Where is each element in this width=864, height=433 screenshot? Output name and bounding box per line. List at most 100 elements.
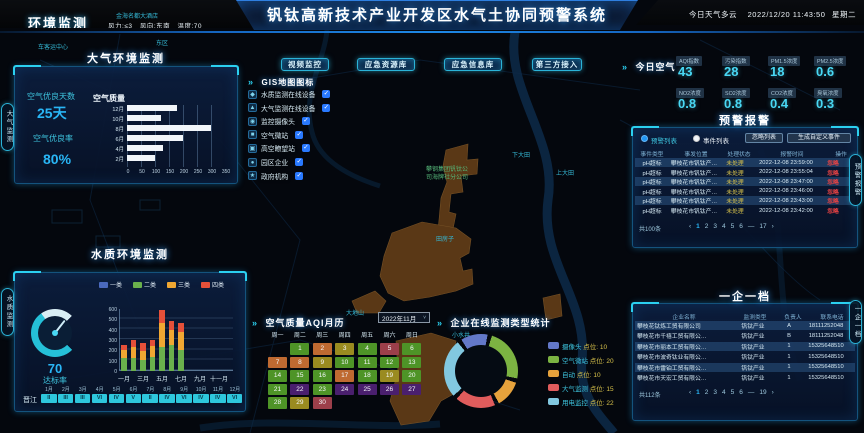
page-number[interactable]: 6 (739, 389, 743, 396)
enterprise-pagination: ‹ 1 2 3 4 5 6 — 19 › (689, 389, 774, 396)
page-number[interactable]: 6 (739, 223, 743, 230)
calendar-day-cell[interactable]: 20 (402, 370, 422, 382)
side-tab-left[interactable]: 水质监测 (1, 288, 14, 336)
calendar-day-cell[interactable]: 22 (290, 383, 310, 396)
calendar-day-cell[interactable]: 27 (402, 383, 422, 396)
calendar-day-cell[interactable]: 28 (268, 397, 287, 409)
air-chart-bar (127, 135, 183, 141)
page-number[interactable]: 17 (759, 223, 767, 230)
donut-legend-label: 自动 点位: 10 (562, 369, 601, 379)
calendar-day-cell[interactable]: 9 (312, 356, 332, 369)
calendar-day-cell[interactable]: 24 (335, 383, 355, 396)
water-legend-swatch (201, 282, 210, 288)
page-number[interactable]: 1 (696, 223, 700, 230)
ignore-action[interactable]: 忽略 (827, 170, 839, 177)
ignore-action[interactable]: 忽略 (827, 180, 839, 187)
page-number[interactable]: 3 (713, 389, 718, 396)
river-grade-cell: V (125, 394, 141, 403)
enterprise-table-row: 攀枝花市波奇钛业有限公… 钒钛产业 1 15325648510 (635, 352, 855, 362)
prev-page[interactable]: ‹ (689, 389, 692, 396)
calendar-day-cell[interactable]: 7 (268, 356, 287, 369)
gis-layer-checkbox[interactable]: ✓ (301, 144, 310, 153)
page-number[interactable]: 5 (730, 389, 735, 396)
gis-layer-checkbox[interactable]: ✓ (301, 117, 310, 126)
gis-layer-checkbox[interactable]: ✓ (295, 158, 304, 166)
calendar-month-select[interactable]: 2022年11月 ˅ (378, 312, 430, 323)
calendar-day-cell[interactable]: 30 (312, 397, 332, 409)
alarm-radio[interactable] (641, 135, 648, 142)
calendar-day-cell[interactable]: 17 (335, 370, 355, 382)
page-number[interactable]: 3 (713, 223, 718, 230)
gis-layer-checkbox[interactable]: ✓ (295, 171, 304, 180)
calendar-day-cell[interactable]: 12 (380, 356, 399, 369)
prev-page[interactable]: ‹ (689, 223, 692, 230)
calendar-day-cell[interactable]: 11 (357, 356, 377, 369)
toolbar-button-4[interactable]: 第三方接入 (532, 58, 582, 71)
side-tab-left[interactable]: 大气监测 (1, 103, 14, 151)
toolbar-button-3[interactable]: 应急信息库 (444, 58, 502, 71)
air-stat-value: 0.8 (678, 96, 697, 111)
gis-layer-item[interactable]: ▣ 高空瞭望站 ✓ (248, 143, 310, 153)
ignore-action[interactable]: 忽略 (827, 199, 839, 206)
calendar-day-cell[interactable]: 1 (290, 343, 310, 355)
gis-layer-checkbox[interactable]: ✓ (295, 130, 304, 139)
calendar-day-cell[interactable]: 26 (380, 383, 399, 396)
create-custom-event-button[interactable]: 生成自定义事件 (787, 133, 851, 143)
calendar-day-cell[interactable]: 16 (312, 370, 332, 382)
alarm-table-row: pH超标 攀枝花市钒钛产… 未处理 2022-12-08 23:42:00 忽略 (635, 206, 855, 216)
calendar-day-cell[interactable]: 23 (312, 383, 332, 396)
page-number[interactable]: 2 (704, 223, 709, 230)
water-chart-segment (168, 345, 174, 371)
next-page[interactable]: › (771, 223, 774, 230)
calendar-day-cell[interactable]: 2 (312, 343, 332, 355)
calendar-day-cell[interactable]: 3 (335, 343, 355, 355)
calendar-day-cell[interactable]: 4 (357, 343, 377, 355)
calendar-day-cell[interactable]: 14 (268, 370, 287, 382)
gis-layer-checkbox[interactable]: ✓ (322, 103, 331, 112)
water-chart-segment (121, 349, 127, 358)
water-chart-segment (121, 357, 127, 371)
river-grade-cell: III (74, 394, 91, 403)
calendar-day-cell[interactable]: 18 (357, 370, 377, 382)
gis-layer-item[interactable]: ● 园区企业 ✓ (248, 157, 304, 167)
toolbar-button-2[interactable]: 应急资源库 (357, 58, 415, 71)
layer-icon: ◆ (248, 89, 257, 99)
alarm-radio[interactable] (693, 135, 700, 142)
calendar-day-cell[interactable]: 25 (357, 383, 377, 396)
ignore-action[interactable]: 忽略 (827, 189, 839, 196)
calendar-day-cell[interactable]: 21 (268, 383, 287, 396)
side-tab-right[interactable]: 一企一档 (849, 300, 862, 344)
calendar-day-cell[interactable]: 10 (335, 356, 355, 369)
calendar-day-cell[interactable]: 15 (290, 370, 310, 382)
toolbar-button-1[interactable]: 视频监控 (281, 58, 329, 71)
page-number[interactable]: 4 (722, 223, 726, 230)
calendar-day-cell[interactable]: 8 (290, 356, 310, 369)
ignore-list-button[interactable]: 忽略列表 (745, 133, 783, 143)
calendar-day-cell[interactable]: 19 (380, 370, 399, 382)
donut-legend-label: 摄像头 点位: 10 (562, 341, 607, 351)
gis-layer-item[interactable]: ◆ 水质监测在线设备 ✓ (248, 89, 331, 99)
gis-layer-item[interactable]: ◉ 监控摄像头 ✓ (248, 116, 310, 126)
page-number[interactable]: 1 (696, 389, 700, 396)
page-number[interactable]: 2 (704, 389, 709, 396)
gis-layer-item[interactable]: ▲ 大气监测在线设备 ✓ (248, 103, 331, 113)
ignore-action[interactable]: 忽略 (827, 209, 839, 215)
calendar-day-cell[interactable]: 6 (402, 343, 422, 355)
calendar-day-cell[interactable]: 29 (290, 397, 310, 409)
calendar-day-cell[interactable]: 5 (380, 343, 399, 355)
page-number[interactable]: 19 (759, 389, 767, 396)
side-tab-right[interactable]: 预警报警 (849, 154, 862, 206)
next-page[interactable]: › (771, 389, 774, 396)
air-stat-label: SO2浓度 (722, 88, 750, 98)
gis-layer-item[interactable]: ■ 空气微站 ✓ (248, 130, 304, 140)
alarm-col-header: 报警时间 (780, 152, 804, 158)
enterprise-cell: 攀枝花市雷铂工贸有限公… (637, 365, 707, 372)
calendar-day-cell[interactable]: 13 (402, 356, 422, 369)
page-number[interactable]: 4 (722, 389, 726, 396)
gis-layer-item[interactable]: ★ 政府机构 ✓ (248, 171, 304, 181)
page-number[interactable]: 5 (730, 223, 735, 230)
ignore-action[interactable]: 忽略 (827, 161, 839, 167)
gis-layer-checkbox[interactable]: ✓ (322, 90, 331, 98)
